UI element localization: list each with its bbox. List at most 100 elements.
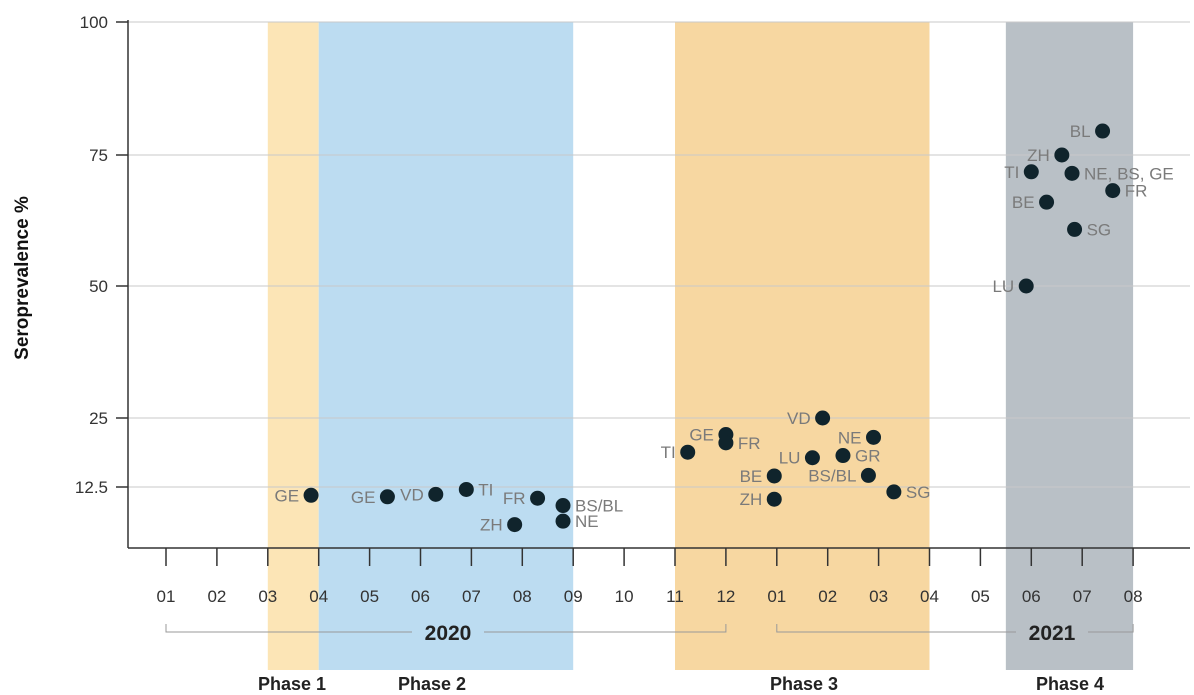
data-point-24 (1039, 194, 1055, 210)
data-point-15 (866, 429, 882, 445)
x-tick-label-3: 04 (309, 587, 328, 606)
year-label-2020: 2020 (425, 622, 472, 645)
x-tick-label-10: 11 (666, 587, 684, 606)
x-tick-label-18: 07 (1073, 587, 1092, 606)
axes (127, 20, 1190, 549)
data-point-label-6: BS/BL (575, 497, 623, 516)
x-tick-label-4: 05 (360, 587, 379, 606)
data-point-label-13: LU (779, 449, 801, 468)
year-bracket-right-1 (1088, 624, 1134, 633)
data-point-label-25: SG (1087, 220, 1112, 239)
data-point-label-2: VD (400, 485, 424, 504)
data-point-20 (1054, 147, 1070, 163)
data-point-5 (507, 517, 523, 533)
grid-lines (128, 21, 1190, 488)
data-point-label-17: BS/BL (808, 466, 856, 485)
x-tick-label-7: 08 (513, 587, 532, 606)
x-axis-ticks: 01 02 03 04 05 06 07 08 09 10 11 12 01 02 03 04 05 06 07 08 (157, 548, 1143, 606)
y-tick-label-0: 12.5 (75, 478, 108, 497)
data-point-16 (835, 448, 851, 464)
data-point-label-21: TI (1004, 163, 1019, 182)
x-tick-label-8: 09 (564, 587, 583, 606)
x-tick-label-17: 06 (1022, 587, 1041, 606)
data-point-label-24: BE (1012, 193, 1035, 212)
data-point-2 (428, 486, 444, 502)
x-tick-label-13: 02 (818, 587, 837, 606)
x-tick-label-16: 05 (971, 587, 990, 606)
x-tick-label-0: 01 (157, 587, 176, 606)
data-point-label-23: FR (1125, 182, 1148, 201)
x-tick-label-2: 03 (258, 587, 277, 606)
data-point-label-18: SG (906, 483, 931, 502)
phase-label-2: Phase 2 (398, 674, 466, 694)
data-point-13 (804, 450, 820, 466)
x-tick-label-5: 06 (411, 587, 430, 606)
x-tick-label-14: 03 (869, 587, 888, 606)
data-point-1 (379, 489, 395, 505)
data-point-22 (1064, 165, 1080, 181)
data-point-19 (1095, 123, 1111, 139)
phase-bands (267, 22, 1134, 670)
phase-label-3: Phase 3 (770, 674, 838, 694)
year-label-2021: 2021 (1029, 622, 1076, 645)
year-brackets: 2020 2021 (165, 622, 1134, 645)
phase-labels: Phase 1 Phase 2 Phase 3 Phase 4 (258, 674, 1104, 694)
phase-band-3 (675, 22, 930, 670)
year-bracket-left-1 (776, 624, 1016, 633)
data-point-26 (1018, 278, 1034, 294)
data-point-4 (530, 490, 546, 506)
data-point-25 (1067, 221, 1083, 237)
data-point-7 (555, 513, 571, 529)
data-point-label-22: NE, BS, GE (1084, 164, 1174, 183)
year-bracket-left-0 (165, 624, 412, 633)
data-point-21 (1023, 164, 1039, 180)
y-tick-label-2: 50 (89, 277, 108, 296)
data-point-label-11: BE (740, 467, 763, 486)
data-point-label-20: ZH (1027, 146, 1050, 165)
data-point-17 (860, 467, 876, 483)
data-point-label-7: NE (575, 512, 599, 531)
data-point-label-15: NE (838, 428, 862, 447)
data-point-label-16: GR (855, 447, 881, 466)
data-point-label-19: BL (1070, 122, 1091, 141)
x-tick-label-1: 02 (207, 587, 226, 606)
data-point-6 (555, 498, 571, 514)
year-bracket-right-0 (484, 624, 727, 633)
data-point-12 (766, 491, 782, 507)
data-point-18 (886, 484, 902, 500)
data-point-label-0: GE (275, 486, 300, 505)
phase-band-2 (318, 22, 574, 670)
data-point-label-14: VD (787, 409, 811, 428)
data-point-label-4: FR (503, 489, 526, 508)
data-point-label-5: ZH (480, 516, 503, 535)
data-point-label-9: GE (689, 426, 714, 445)
x-tick-label-11: 12 (716, 587, 735, 606)
y-tick-label-3: 75 (89, 146, 108, 165)
data-point-label-8: TI (661, 443, 676, 462)
data-point-label-10: FR (738, 434, 761, 453)
x-tick-label-9: 10 (615, 587, 634, 606)
data-point-11 (766, 468, 782, 484)
x-tick-label-15: 04 (920, 587, 939, 606)
data-point-14 (815, 410, 831, 426)
x-tick-label-6: 07 (462, 587, 481, 606)
data-point-0 (303, 487, 319, 503)
phase-label-4: Phase 4 (1036, 674, 1104, 694)
data-point-3 (458, 481, 474, 497)
data-point-label-12: ZH (740, 490, 763, 509)
phase-band-1 (267, 22, 319, 670)
y-axis-label: Seroprevalence % (12, 196, 33, 360)
y-tick-label-1: 25 (89, 409, 108, 428)
data-point-10 (718, 435, 734, 451)
y-axis-ticks: 12.5 25 50 75 100 (75, 13, 128, 497)
data-point-label-3: TI (478, 480, 493, 499)
y-tick-label-4: 100 (80, 13, 108, 32)
x-tick-label-12: 01 (767, 587, 786, 606)
x-tick-label-19: 08 (1124, 587, 1143, 606)
phase-band-4 (1005, 22, 1134, 670)
data-point-label-1: GE (351, 488, 376, 507)
phase-label-1: Phase 1 (258, 674, 326, 694)
data-point-label-26: LU (992, 277, 1014, 296)
